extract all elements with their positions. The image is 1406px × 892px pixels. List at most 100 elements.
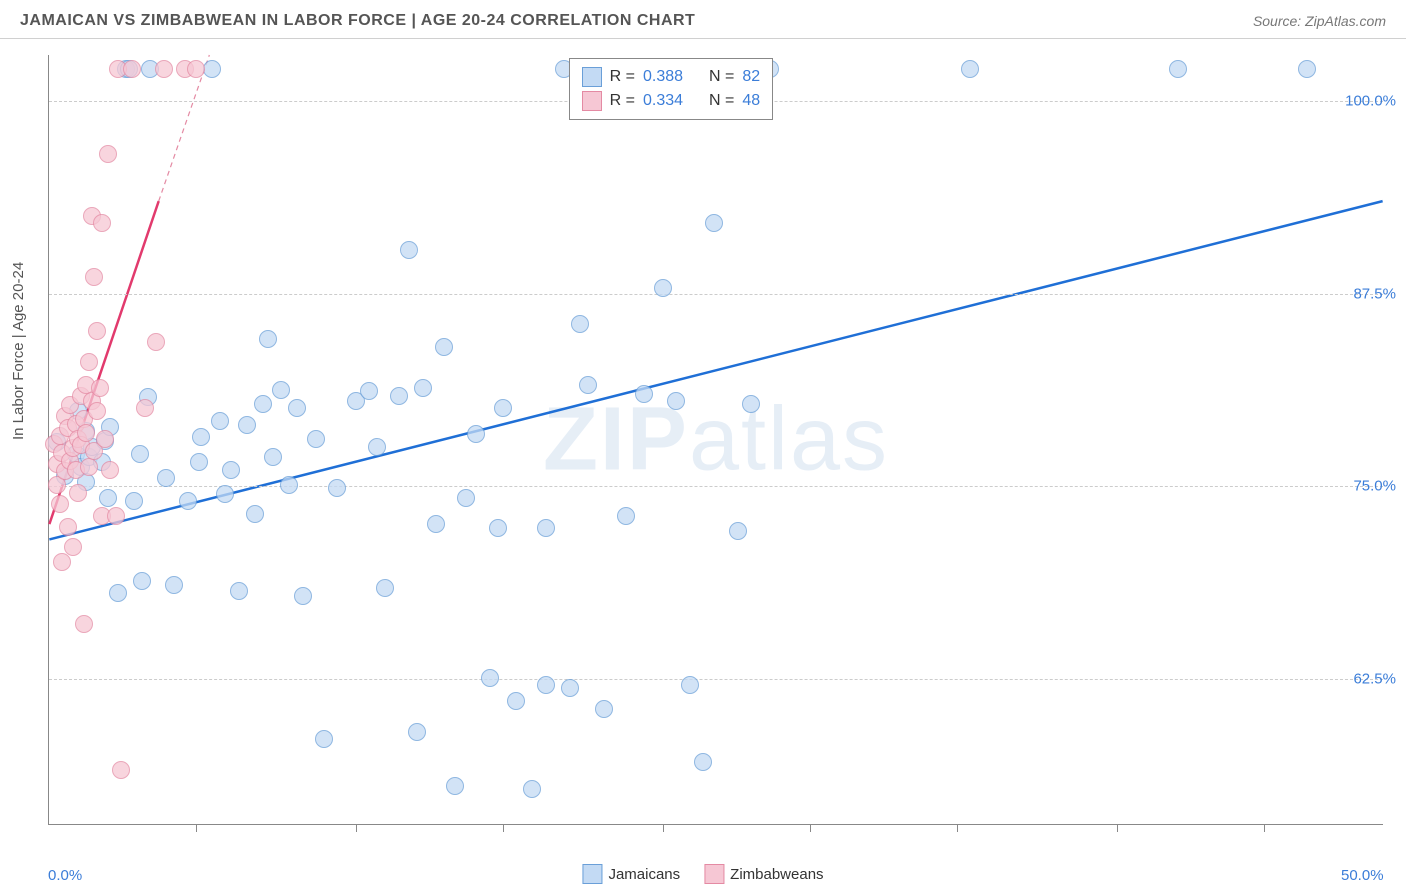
scatter-point xyxy=(91,379,109,397)
scatter-point xyxy=(187,60,205,78)
scatter-point xyxy=(53,553,71,571)
gridline-h xyxy=(49,679,1383,680)
scatter-point xyxy=(494,399,512,417)
legend-swatch-jamaicans xyxy=(582,864,602,884)
scatter-point xyxy=(190,453,208,471)
scatter-point xyxy=(368,438,386,456)
gridline-h xyxy=(49,486,1383,487)
scatter-point xyxy=(481,669,499,687)
scatter-point xyxy=(59,518,77,536)
trend-lines xyxy=(49,55,1383,824)
scatter-point xyxy=(654,279,672,297)
legend-n-label: N = xyxy=(709,68,734,86)
xtick-label: 50.0% xyxy=(1341,867,1384,884)
scatter-point xyxy=(729,522,747,540)
scatter-point xyxy=(112,761,130,779)
legend-bottom: Jamaicans Zimbabweans xyxy=(582,864,823,884)
xtick xyxy=(1117,824,1118,832)
legend-r-label: R = xyxy=(610,92,635,110)
scatter-point xyxy=(742,395,760,413)
scatter-point xyxy=(523,780,541,798)
scatter-point xyxy=(69,484,87,502)
scatter-point xyxy=(77,424,95,442)
watermark-light: atlas xyxy=(689,389,889,489)
scatter-point xyxy=(280,476,298,494)
scatter-point xyxy=(376,579,394,597)
scatter-point xyxy=(272,381,290,399)
scatter-point xyxy=(157,469,175,487)
scatter-point xyxy=(595,700,613,718)
scatter-point xyxy=(179,492,197,510)
scatter-point xyxy=(165,576,183,594)
source-label: Source: ZipAtlas.com xyxy=(1253,13,1386,29)
ytick-label: 62.5% xyxy=(1353,670,1396,687)
scatter-point xyxy=(315,730,333,748)
scatter-point xyxy=(107,507,125,525)
scatter-point xyxy=(328,479,346,497)
xtick xyxy=(356,824,357,832)
scatter-point xyxy=(961,60,979,78)
scatter-point xyxy=(88,322,106,340)
scatter-point xyxy=(203,60,221,78)
chart-container: JAMAICAN VS ZIMBABWEAN IN LABOR FORCE | … xyxy=(0,0,1406,892)
scatter-point xyxy=(294,587,312,605)
scatter-point xyxy=(1169,60,1187,78)
gridline-h xyxy=(49,294,1383,295)
scatter-point xyxy=(288,399,306,417)
chart-title: JAMAICAN VS ZIMBABWEAN IN LABOR FORCE | … xyxy=(20,12,695,30)
scatter-point xyxy=(101,461,119,479)
legend-swatch xyxy=(582,67,602,87)
y-axis-label: In Labor Force | Age 20-24 xyxy=(10,262,27,440)
scatter-point xyxy=(155,60,173,78)
scatter-point xyxy=(457,489,475,507)
legend-item-zimbabweans: Zimbabweans xyxy=(704,864,823,884)
scatter-point xyxy=(446,777,464,795)
ytick-label: 87.5% xyxy=(1353,285,1396,302)
scatter-point xyxy=(216,485,234,503)
scatter-point xyxy=(211,412,229,430)
scatter-point xyxy=(694,753,712,771)
scatter-point xyxy=(246,505,264,523)
scatter-point xyxy=(408,723,426,741)
scatter-point xyxy=(80,353,98,371)
legend-row: R =0.334N =48 xyxy=(582,89,761,113)
watermark: ZIPatlas xyxy=(543,388,889,491)
scatter-point xyxy=(136,399,154,417)
scatter-point xyxy=(75,615,93,633)
scatter-point xyxy=(427,515,445,533)
scatter-point xyxy=(537,676,555,694)
xtick xyxy=(503,824,504,832)
scatter-point xyxy=(80,458,98,476)
scatter-point xyxy=(259,330,277,348)
scatter-point xyxy=(390,387,408,405)
scatter-point xyxy=(537,519,555,537)
scatter-point xyxy=(414,379,432,397)
scatter-point xyxy=(571,315,589,333)
ytick-label: 75.0% xyxy=(1353,478,1396,495)
legend-r-value: 0.334 xyxy=(643,92,683,110)
scatter-point xyxy=(230,582,248,600)
xtick xyxy=(196,824,197,832)
scatter-point xyxy=(85,268,103,286)
scatter-point xyxy=(561,679,579,697)
scatter-point xyxy=(238,416,256,434)
scatter-point xyxy=(88,402,106,420)
legend-r-value: 0.388 xyxy=(643,68,683,86)
scatter-point xyxy=(96,430,114,448)
scatter-point xyxy=(123,60,141,78)
scatter-point xyxy=(307,430,325,448)
xtick xyxy=(1264,824,1265,832)
scatter-point xyxy=(192,428,210,446)
legend-row: R =0.388N =82 xyxy=(582,65,761,89)
scatter-point xyxy=(131,445,149,463)
legend-n-value: 48 xyxy=(742,92,760,110)
scatter-point xyxy=(489,519,507,537)
scatter-point xyxy=(125,492,143,510)
legend-label-jamaicans: Jamaicans xyxy=(608,866,680,883)
scatter-point xyxy=(109,584,127,602)
legend-swatch xyxy=(582,91,602,111)
scatter-point xyxy=(635,385,653,403)
legend-item-jamaicans: Jamaicans xyxy=(582,864,680,884)
scatter-point xyxy=(507,692,525,710)
scatter-point xyxy=(147,333,165,351)
